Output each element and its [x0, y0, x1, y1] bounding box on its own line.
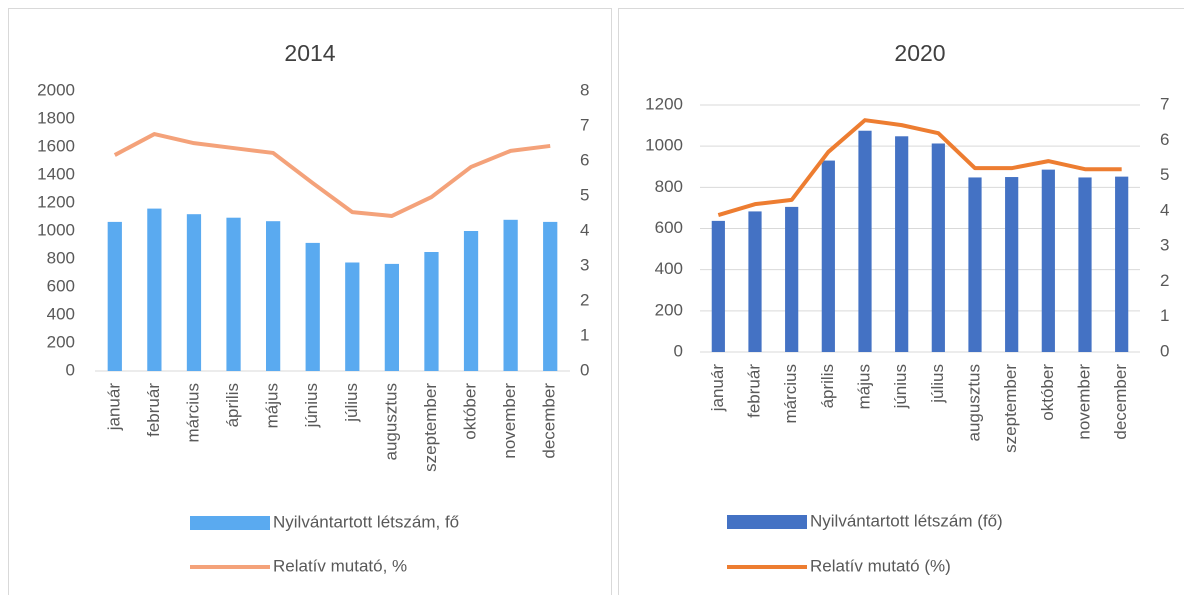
chart-title: 2020: [894, 40, 945, 66]
x-tick-label: február: [144, 383, 163, 437]
y2-tick-label: 1: [580, 325, 589, 344]
bar: [503, 219, 518, 371]
bar: [147, 208, 162, 371]
x-tick-label: december: [540, 383, 559, 459]
legend-label: Nyilvántartott létszám, fő: [273, 512, 459, 531]
bar: [226, 217, 241, 371]
y-tick-label: 1200: [37, 192, 75, 211]
legend-label: Relatív mutató, %: [273, 556, 407, 575]
bar: [345, 262, 360, 371]
bar: [821, 160, 835, 352]
y-tick-label: 2000: [37, 80, 75, 99]
x-tick-label: június: [891, 364, 910, 409]
bar: [968, 177, 982, 352]
bar: [1115, 176, 1129, 352]
legend-swatch: [190, 516, 270, 530]
x-tick-label: november: [1074, 364, 1093, 440]
bar: [463, 231, 479, 371]
y-tick-label: 1200: [645, 94, 683, 113]
bar: [384, 263, 399, 371]
x-tick-label: július: [928, 364, 947, 404]
y2-tick-label: 7: [580, 115, 589, 134]
y2-tick-label: 0: [580, 360, 589, 379]
bar: [858, 130, 872, 352]
x-tick-label: június: [302, 383, 321, 428]
x-tick-label: október: [1038, 364, 1057, 421]
bar: [305, 242, 320, 371]
x-tick-label: május: [854, 364, 873, 409]
y-tick-label: 600: [655, 218, 683, 237]
x-tick-label: április: [223, 383, 242, 427]
x-tick-label: január: [104, 383, 123, 432]
legend-label: Nyilvántartott létszám (fő): [810, 511, 1003, 530]
y2-tick-label: 4: [1160, 200, 1169, 219]
y2-tick-label: 4: [580, 220, 589, 239]
x-tick-label: szeptember: [1001, 364, 1020, 453]
x-tick-label: január: [708, 364, 727, 413]
x-tick-label: augusztus: [964, 364, 983, 442]
x-tick-label: december: [1111, 364, 1130, 440]
bar: [266, 221, 281, 371]
bar: [931, 143, 945, 352]
y2-tick-label: 5: [580, 185, 589, 204]
bar: [711, 220, 725, 352]
bar: [785, 206, 799, 352]
x-tick-label: május: [263, 383, 282, 428]
y2-tick-label: 2: [580, 290, 589, 309]
y2-tick-label: 3: [580, 255, 589, 274]
y-tick-label: 400: [655, 259, 683, 278]
bar: [895, 136, 909, 352]
y-tick-label: 200: [655, 300, 683, 319]
x-tick-label: március: [781, 364, 800, 424]
x-tick-label: október: [461, 383, 480, 440]
y-tick-label: 0: [674, 341, 683, 360]
y2-tick-label: 2: [1160, 271, 1169, 290]
y2-tick-label: 3: [1160, 236, 1169, 255]
y-tick-label: 200: [47, 332, 75, 351]
x-tick-label: április: [818, 364, 837, 408]
bar: [1005, 177, 1019, 352]
y2-tick-label: 8: [580, 80, 589, 99]
y2-tick-label: 1: [1160, 306, 1169, 325]
line: [113, 132, 551, 218]
y-tick-label: 1000: [645, 136, 683, 155]
x-tick-label: augusztus: [381, 383, 400, 461]
y-tick-label: 800: [655, 177, 683, 196]
y2-tick-label: 7: [1160, 94, 1169, 113]
chart-title: 2014: [284, 40, 335, 66]
y-tick-label: 1800: [37, 108, 75, 127]
y2-tick-label: 0: [1160, 341, 1169, 360]
y2-tick-label: 5: [1160, 165, 1169, 184]
x-tick-label: február: [744, 364, 763, 418]
legend-label: Relatív mutató (%): [810, 556, 951, 575]
y-tick-label: 1000: [37, 220, 75, 239]
y-tick-label: 0: [66, 360, 75, 379]
bar: [186, 214, 202, 371]
x-tick-label: március: [183, 383, 202, 443]
y-tick-label: 600: [47, 276, 75, 295]
x-tick-label: július: [342, 383, 361, 423]
bar: [424, 252, 439, 371]
y-tick-label: 1400: [37, 164, 75, 183]
y-tick-label: 800: [47, 248, 75, 267]
x-tick-label: november: [500, 383, 519, 459]
bar: [1041, 169, 1055, 352]
bar: [543, 221, 558, 371]
bar: [1078, 177, 1092, 352]
y-tick-label: 400: [47, 304, 75, 323]
line: [717, 118, 1122, 218]
bar: [748, 211, 762, 352]
x-tick-label: szeptember: [421, 383, 440, 472]
y2-tick-label: 6: [1160, 130, 1169, 149]
legend-swatch: [727, 515, 807, 529]
bar: [107, 221, 122, 371]
y2-tick-label: 6: [580, 150, 589, 169]
y-tick-label: 1600: [37, 136, 75, 155]
